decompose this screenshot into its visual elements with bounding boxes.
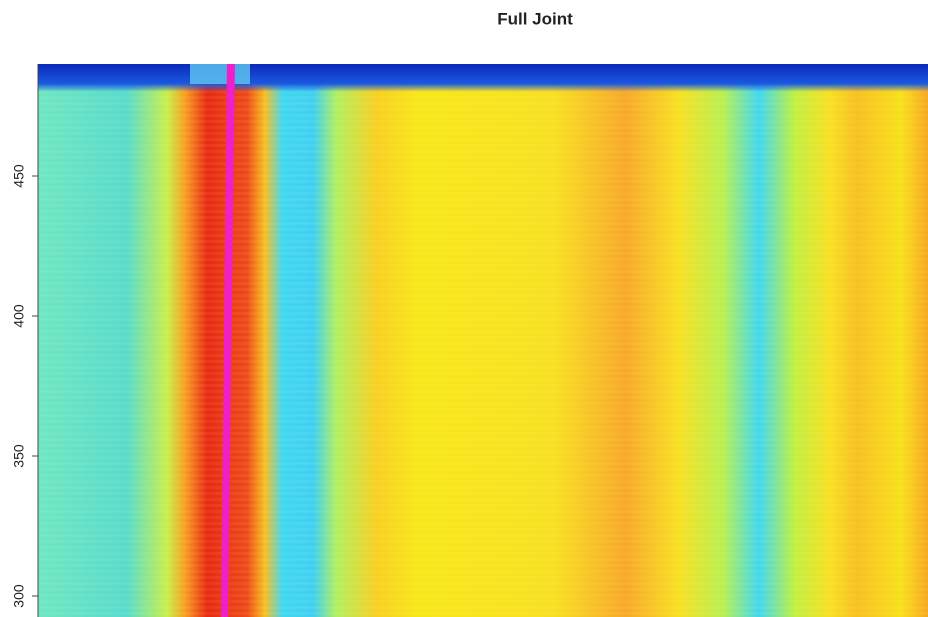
y-tick-label: 300	[11, 584, 27, 608]
y-tick-label: 450	[11, 164, 27, 188]
top-band-gap	[190, 64, 250, 84]
y-tick-label: 350	[11, 444, 27, 468]
heatmap-texture	[38, 64, 928, 617]
top-band	[38, 64, 928, 92]
heatmap	[38, 64, 928, 617]
trace-line	[221, 64, 235, 617]
y-tick-label: 400	[11, 304, 27, 328]
chart-title: Full Joint	[497, 9, 573, 28]
